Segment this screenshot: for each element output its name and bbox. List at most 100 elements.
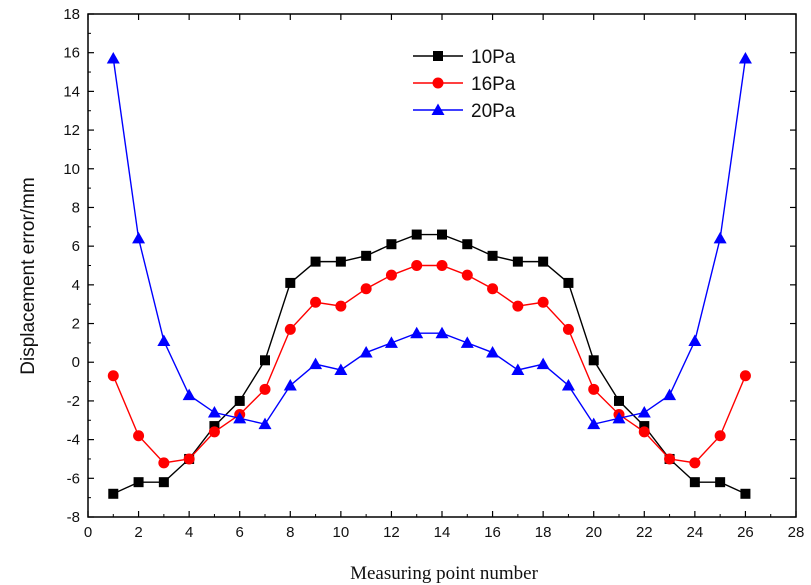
data-point-16pa <box>487 283 499 295</box>
data-point-20pa <box>410 326 424 339</box>
y-tick-label: -6 <box>67 470 80 487</box>
data-point-20pa <box>663 388 677 401</box>
data-point-10pa <box>538 256 549 267</box>
legend-label: 20Pa <box>471 101 516 122</box>
data-point-20pa <box>384 336 398 348</box>
data-point-10pa <box>715 477 726 488</box>
data-point-10pa <box>133 477 144 488</box>
x-tick-label: 26 <box>737 524 754 541</box>
data-point-10pa <box>689 477 700 488</box>
data-point-16pa <box>259 383 271 395</box>
data-point-10pa <box>234 395 245 406</box>
x-tick-label: 24 <box>687 524 704 541</box>
data-point-16pa <box>588 383 600 395</box>
data-point-10pa <box>285 277 296 288</box>
data-point-10pa <box>158 477 169 488</box>
series-10pa <box>108 229 751 499</box>
data-point-20pa <box>106 51 120 64</box>
data-point-16pa <box>562 323 574 335</box>
x-tick-label: 28 <box>788 524 805 541</box>
data-point-16pa <box>664 453 676 465</box>
data-point-20pa <box>359 346 373 358</box>
data-point-10pa <box>740 488 751 499</box>
legend-entry-20pa: 20Pa <box>413 101 516 122</box>
y-tick-label: 10 <box>63 161 80 178</box>
data-point-10pa <box>512 256 523 267</box>
data-point-10pa <box>487 250 498 261</box>
data-point-10pa <box>437 229 447 240</box>
y-tick-label: 0 <box>72 354 80 371</box>
y-tick-label: 12 <box>63 122 80 139</box>
data-point-20pa <box>511 363 525 375</box>
x-tick-label: 8 <box>286 524 294 541</box>
x-axis-title: Measuring point number <box>350 563 539 584</box>
data-point-20pa <box>486 346 500 358</box>
data-point-20pa <box>309 357 323 370</box>
series-20pa <box>106 51 752 430</box>
y-axis-title: Displacement error/mm <box>18 177 39 374</box>
x-tick-label: 22 <box>636 524 653 541</box>
legend-label: 16Pa <box>471 74 516 95</box>
data-point-16pa <box>183 453 195 465</box>
data-point-20pa <box>612 411 626 424</box>
data-point-10pa <box>588 355 599 366</box>
data-point-16pa <box>335 300 347 312</box>
data-point-10pa <box>108 488 119 499</box>
data-point-20pa <box>561 378 575 391</box>
x-tick-label: 12 <box>383 524 400 541</box>
y-axis-ticks: -8 -6 -4 -2 0 2 4 6 8 10 12 14 16 18 <box>63 6 796 526</box>
y-tick-label: 2 <box>72 316 80 333</box>
x-tick-label: 20 <box>585 524 602 541</box>
data-point-20pa <box>536 357 550 370</box>
data-point-20pa <box>132 231 146 244</box>
data-point-10pa <box>310 256 321 267</box>
x-tick-label: 0 <box>84 524 92 541</box>
data-point-20pa <box>587 417 601 430</box>
data-point-20pa <box>334 363 348 375</box>
data-point-20pa <box>460 336 474 348</box>
legend-entry-10pa: 10Pa <box>413 47 516 68</box>
y-tick-label: 14 <box>63 83 80 100</box>
y-tick-label: 16 <box>63 45 80 62</box>
x-tick-label: 4 <box>185 524 193 541</box>
data-point-10pa <box>335 256 346 267</box>
x-tick-label: 2 <box>134 524 142 541</box>
data-point-10pa <box>361 250 372 261</box>
data-point-16pa <box>385 269 397 281</box>
data-point-20pa <box>713 231 727 244</box>
data-point-10pa <box>614 395 624 406</box>
y-tick-label: 4 <box>72 277 80 294</box>
data-point-10pa <box>386 239 397 250</box>
x-axis-ticks: 0 2 4 6 8 10 12 14 16 18 20 22 24 26 28 <box>84 14 805 541</box>
data-point-20pa <box>182 388 196 401</box>
data-point-16pa <box>208 426 220 438</box>
series-16pa <box>107 260 751 469</box>
data-point-16pa <box>107 370 119 382</box>
data-point-20pa <box>258 417 272 430</box>
data-point-16pa <box>689 457 701 469</box>
legend-marker <box>432 77 444 89</box>
y-tick-label: -8 <box>67 509 80 526</box>
data-point-20pa <box>435 326 449 339</box>
data-point-16pa <box>512 300 524 312</box>
data-point-20pa <box>233 411 247 424</box>
data-point-10pa <box>411 229 422 240</box>
data-point-10pa <box>563 277 574 288</box>
x-tick-label: 14 <box>434 524 451 541</box>
data-point-16pa <box>638 426 650 438</box>
data-point-20pa <box>688 334 702 346</box>
data-point-20pa <box>637 406 651 418</box>
legend: 10Pa 16Pa 20Pa <box>413 47 516 122</box>
data-point-20pa <box>207 406 221 418</box>
data-point-16pa <box>284 323 296 335</box>
data-point-10pa <box>209 421 220 432</box>
y-tick-label: -4 <box>67 432 80 449</box>
data-point-16pa <box>310 296 322 308</box>
data-point-16pa <box>537 296 549 308</box>
series-line-20pa <box>112 58 747 425</box>
x-tick-label: 6 <box>236 524 244 541</box>
data-point-16pa <box>133 430 145 442</box>
data-point-16pa <box>714 430 726 442</box>
data-point-16pa <box>411 260 423 271</box>
